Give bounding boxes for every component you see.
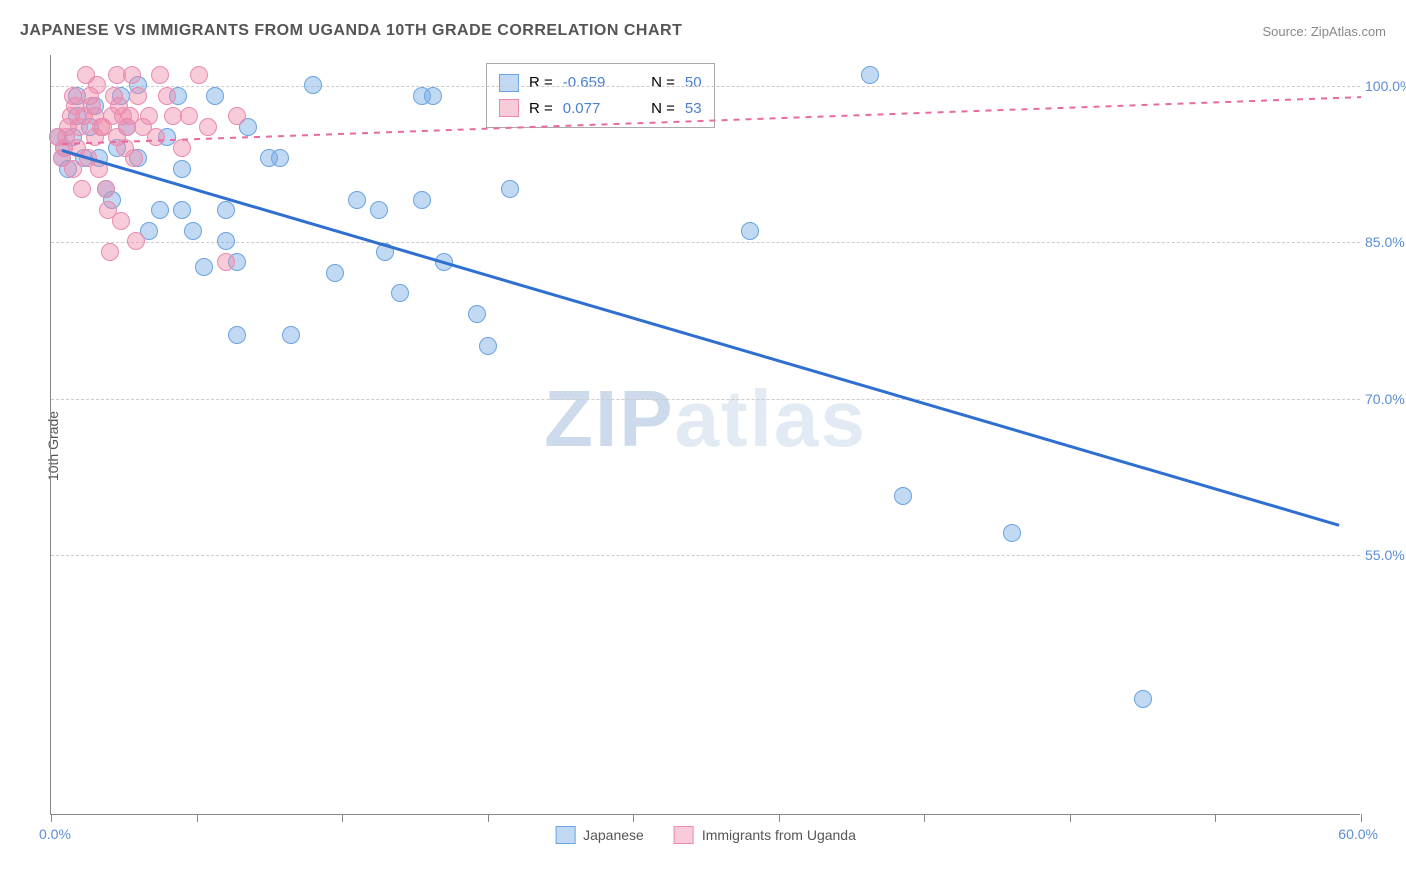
watermark: ZIPatlas bbox=[544, 373, 867, 465]
correlation-legend: R = -0.659 N = 50R = 0.077 N = 53 bbox=[486, 63, 715, 128]
data-point bbox=[125, 149, 143, 167]
data-point bbox=[127, 232, 145, 250]
x-tick bbox=[1215, 814, 1216, 822]
data-point bbox=[123, 66, 141, 84]
x-axis-max-label: 60.0% bbox=[1338, 826, 1378, 842]
x-tick bbox=[779, 814, 780, 822]
data-point bbox=[180, 107, 198, 125]
data-point bbox=[228, 107, 246, 125]
legend-n-value: 53 bbox=[685, 96, 702, 122]
data-point bbox=[370, 201, 388, 219]
x-tick bbox=[197, 814, 198, 822]
legend-swatch bbox=[499, 74, 519, 92]
data-point bbox=[348, 191, 366, 209]
data-point bbox=[158, 87, 176, 105]
x-axis-min-label: 0.0% bbox=[39, 826, 71, 842]
data-point bbox=[73, 180, 91, 198]
legend-r-value: 0.077 bbox=[563, 96, 633, 122]
x-tick bbox=[342, 814, 343, 822]
data-point bbox=[1134, 690, 1152, 708]
source-attribution: Source: ZipAtlas.com bbox=[1262, 24, 1386, 39]
data-point bbox=[151, 201, 169, 219]
y-tick-label: 85.0% bbox=[1365, 234, 1406, 250]
data-point bbox=[741, 222, 759, 240]
data-point bbox=[228, 326, 246, 344]
data-point bbox=[88, 76, 106, 94]
legend-n-value: 50 bbox=[685, 70, 702, 96]
legend-item: Japanese bbox=[555, 826, 644, 844]
data-point bbox=[304, 76, 322, 94]
x-tick bbox=[488, 814, 489, 822]
data-point bbox=[190, 66, 208, 84]
data-point bbox=[894, 487, 912, 505]
data-point bbox=[206, 87, 224, 105]
scatter-plot-area: ZIPatlas R = -0.659 N = 50R = 0.077 N = … bbox=[50, 55, 1360, 815]
trend-line bbox=[62, 149, 1340, 526]
data-point bbox=[282, 326, 300, 344]
y-tick-label: 100.0% bbox=[1365, 78, 1406, 94]
legend-r-label: R = bbox=[529, 96, 553, 122]
data-point bbox=[129, 87, 147, 105]
x-tick bbox=[1361, 814, 1362, 822]
legend-stat-row: R = 0.077 N = 53 bbox=[499, 96, 702, 122]
data-point bbox=[1003, 524, 1021, 542]
gridline bbox=[51, 555, 1360, 556]
chart-title: JAPANESE VS IMMIGRANTS FROM UGANDA 10TH … bbox=[20, 22, 682, 40]
legend-n-label: N = bbox=[643, 96, 675, 122]
data-point bbox=[479, 337, 497, 355]
data-point bbox=[271, 149, 289, 167]
data-point bbox=[199, 118, 217, 136]
data-point bbox=[391, 284, 409, 302]
data-point bbox=[147, 128, 165, 146]
data-point bbox=[468, 305, 486, 323]
data-point bbox=[151, 66, 169, 84]
data-point bbox=[217, 201, 235, 219]
x-tick bbox=[51, 814, 52, 822]
legend-swatch bbox=[555, 826, 575, 844]
y-tick-label: 55.0% bbox=[1365, 547, 1406, 563]
x-tick bbox=[924, 814, 925, 822]
data-point bbox=[101, 243, 119, 261]
legend-r-value: -0.659 bbox=[563, 70, 633, 96]
legend-stat-row: R = -0.659 N = 50 bbox=[499, 70, 702, 96]
x-tick bbox=[1070, 814, 1071, 822]
legend-label: Japanese bbox=[583, 827, 644, 843]
data-point bbox=[195, 258, 213, 276]
data-point bbox=[140, 107, 158, 125]
data-point bbox=[501, 180, 519, 198]
data-point bbox=[413, 191, 431, 209]
legend-n-label: N = bbox=[643, 70, 675, 96]
legend-swatch bbox=[499, 99, 519, 117]
data-point bbox=[424, 87, 442, 105]
legend-item: Immigrants from Uganda bbox=[674, 826, 856, 844]
gridline bbox=[51, 399, 1360, 400]
legend-label: Immigrants from Uganda bbox=[702, 827, 856, 843]
data-point bbox=[112, 212, 130, 230]
y-tick-label: 70.0% bbox=[1365, 391, 1406, 407]
legend-r-label: R = bbox=[529, 70, 553, 96]
data-point bbox=[97, 180, 115, 198]
data-point bbox=[861, 66, 879, 84]
data-point bbox=[173, 160, 191, 178]
legend-swatch bbox=[674, 826, 694, 844]
data-point bbox=[217, 253, 235, 271]
data-point bbox=[326, 264, 344, 282]
x-tick bbox=[633, 814, 634, 822]
data-point bbox=[184, 222, 202, 240]
data-point bbox=[173, 201, 191, 219]
gridline bbox=[51, 86, 1360, 87]
series-legend: Japanese Immigrants from Uganda bbox=[555, 826, 856, 844]
gridline bbox=[51, 242, 1360, 243]
data-point bbox=[173, 139, 191, 157]
data-point bbox=[217, 232, 235, 250]
